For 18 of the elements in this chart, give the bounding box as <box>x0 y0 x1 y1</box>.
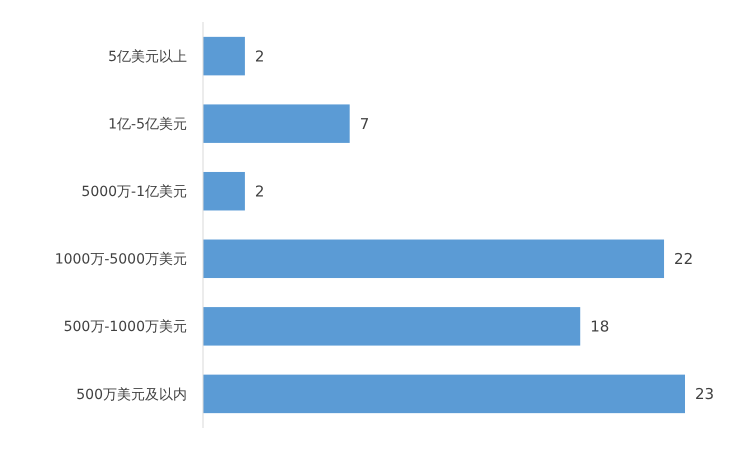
bar <box>203 240 664 278</box>
y-tick-label: 5亿美元以上 <box>108 49 187 66</box>
bar <box>203 374 685 414</box>
data-label: 22 <box>674 250 694 268</box>
y-tick-label: 500万-1000万美元 <box>64 319 187 336</box>
data-label: 2 <box>254 182 264 200</box>
data-label: 18 <box>590 318 610 336</box>
bar <box>203 307 580 346</box>
bar <box>203 172 245 210</box>
bar <box>203 104 350 143</box>
y-tick-label: 500万美元及以内 <box>76 386 187 403</box>
data-label: 2 <box>254 47 264 66</box>
y-tick-label: 5000万-1亿美元 <box>81 184 187 200</box>
data-label: 7 <box>360 114 370 133</box>
y-tick-label: 1亿-5亿美元 <box>108 116 187 133</box>
y-tick-label: 1000万-5000万美元 <box>54 252 187 268</box>
data-label: 23 <box>695 385 714 404</box>
bar <box>203 36 245 76</box>
